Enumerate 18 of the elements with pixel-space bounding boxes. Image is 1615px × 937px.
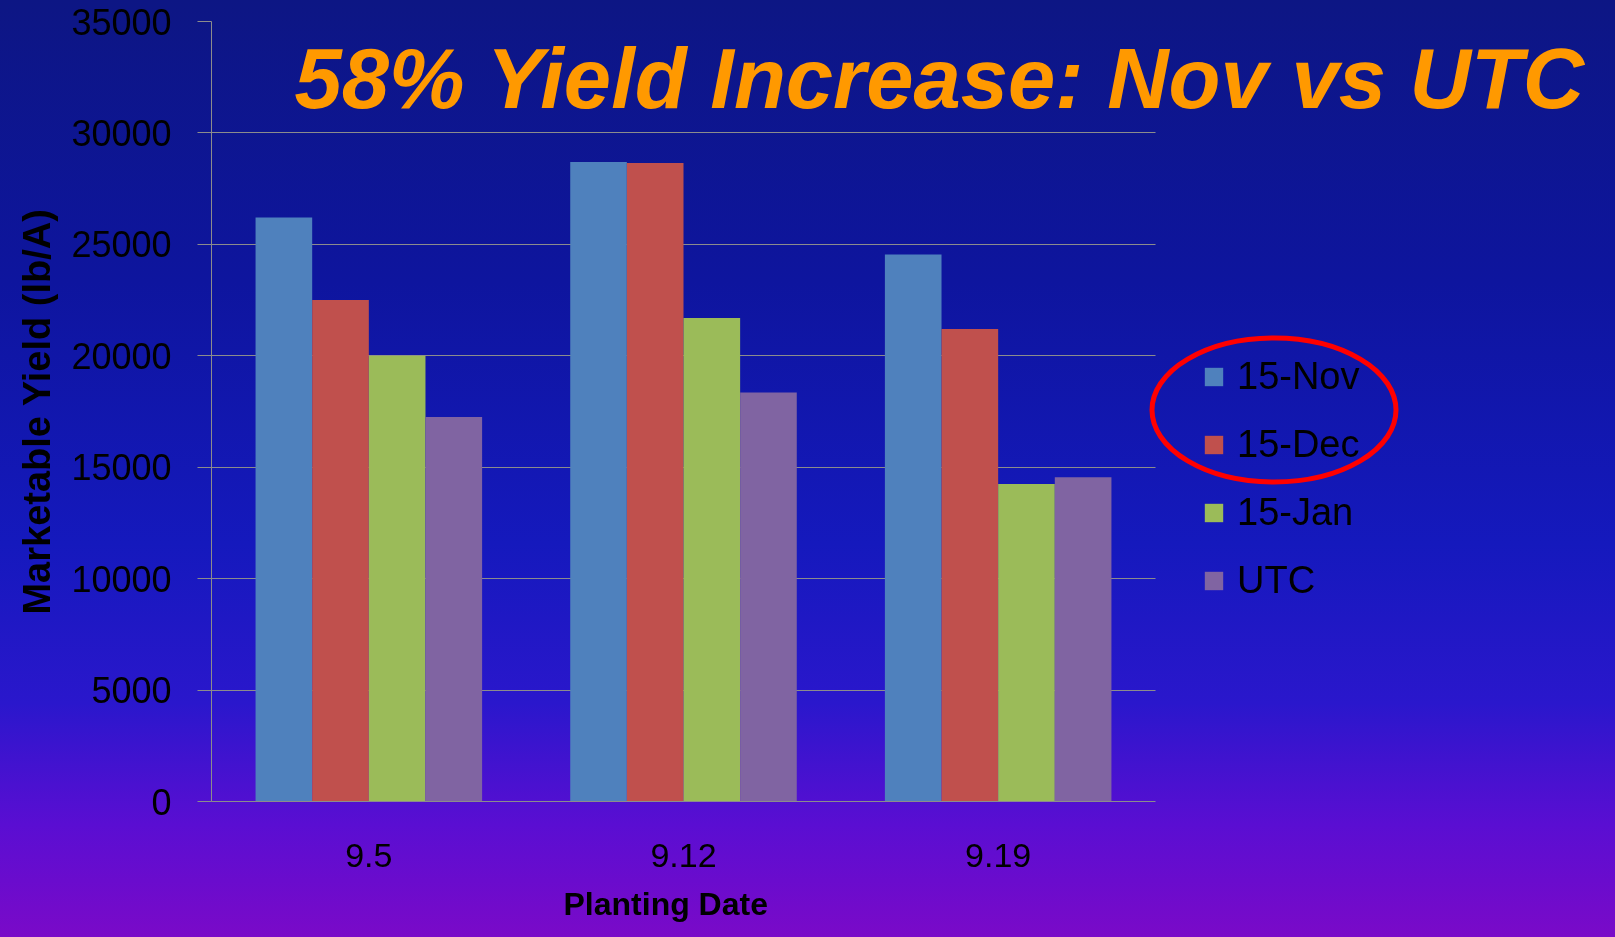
legend-label: 15-Jan — [1237, 491, 1354, 534]
x-tick-label: 9.12 — [650, 835, 717, 874]
y-tick-label: 5000 — [91, 670, 172, 712]
legend-label: 15-Dec — [1237, 423, 1360, 466]
x-tick-label: 9.19 — [965, 835, 1032, 874]
y-tick-label: 0 — [151, 781, 172, 823]
y-axis-title: Marketable Yield (lb/A) — [16, 209, 59, 615]
y-tick-label: 25000 — [71, 224, 172, 266]
y-tick-label: 10000 — [71, 558, 172, 600]
y-tick-label: 35000 — [71, 1, 172, 43]
y-tick-label: 15000 — [71, 447, 172, 489]
legend-label: 15-Nov — [1237, 355, 1360, 398]
chart-title: 58% Yield Increase: Nov vs UTC — [294, 31, 1586, 126]
legend-label: UTC — [1237, 559, 1316, 602]
x-tick-label: 9.5 — [345, 835, 393, 874]
y-tick-label: 20000 — [71, 335, 172, 377]
x-axis-title: Planting Date — [563, 885, 768, 922]
y-tick-label: 30000 — [71, 112, 172, 154]
